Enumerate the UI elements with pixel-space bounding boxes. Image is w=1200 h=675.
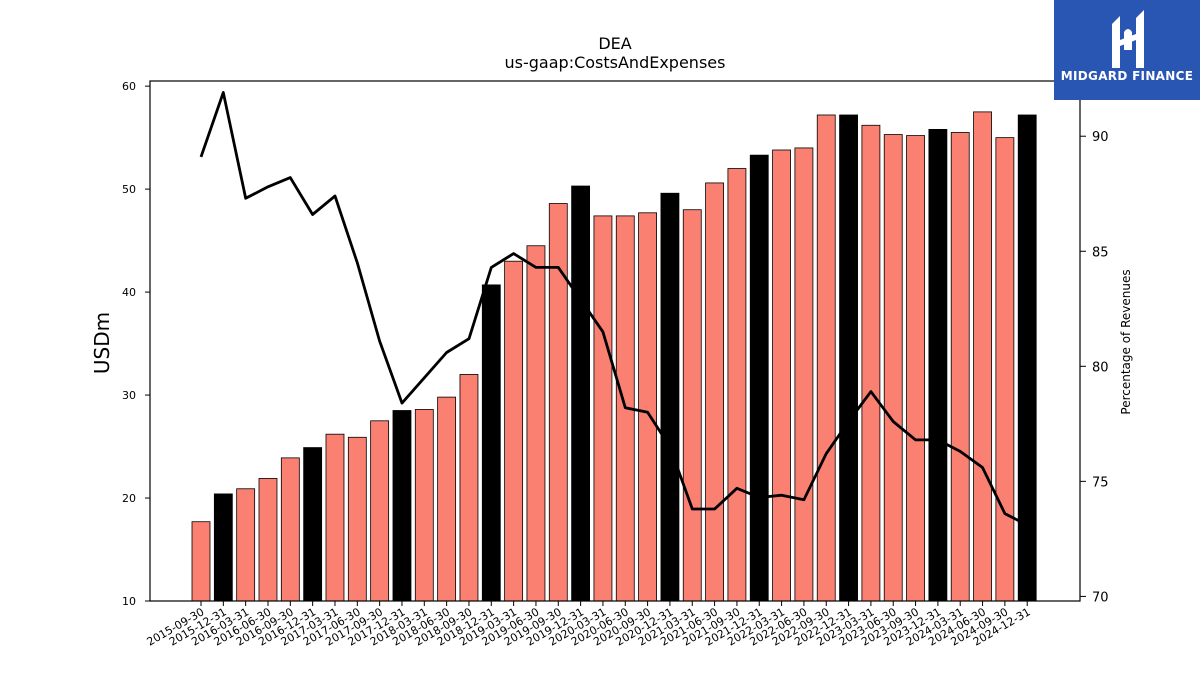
bar <box>749 154 769 602</box>
y-tick-label: 40 <box>122 286 136 299</box>
bar <box>459 374 479 602</box>
y2-tick-label: 80 <box>1092 360 1109 375</box>
y-tick-label: 30 <box>122 389 136 402</box>
bar <box>995 137 1015 602</box>
bar <box>303 447 323 602</box>
bar <box>883 134 903 602</box>
y-tick-label: 60 <box>122 80 136 93</box>
bar <box>236 488 256 602</box>
line-group <box>199 91 1028 527</box>
bar <box>906 135 925 602</box>
bar <box>414 409 434 602</box>
bar <box>481 284 501 602</box>
bar <box>839 114 858 602</box>
y-tick-label: 10 <box>122 595 136 608</box>
bar <box>370 420 390 602</box>
bar <box>950 132 970 602</box>
bar <box>816 114 836 602</box>
y2-tick-label: 85 <box>1092 245 1109 260</box>
y-axis-label: USDm <box>90 312 114 374</box>
bar <box>280 457 300 602</box>
bar <box>526 245 546 602</box>
series-line <box>199 91 1028 527</box>
brand-name: MIDGARD FINANCE <box>1060 69 1194 83</box>
y2-axis-label: Percentage of Revenues <box>1119 269 1133 414</box>
bar <box>437 396 457 602</box>
plot-frame <box>149 80 1081 602</box>
y2-tick-label: 70 <box>1092 590 1109 605</box>
y2-tick-label: 75 <box>1092 475 1109 490</box>
bars-group <box>191 111 1037 602</box>
bar <box>682 209 702 602</box>
y-tick-label: 20 <box>122 492 136 505</box>
bar <box>638 212 657 602</box>
bar <box>191 521 211 602</box>
y2-tick-label: 90 <box>1092 130 1109 145</box>
chart-subtitle: us-gaap:CostsAndExpenses <box>505 53 726 72</box>
bar <box>504 260 524 602</box>
bar <box>325 433 345 602</box>
chart-title: DEA <box>598 34 631 53</box>
bar <box>213 493 233 602</box>
logo-mark-icon <box>1112 10 1144 68</box>
bar <box>1017 114 1037 602</box>
bar <box>861 124 881 602</box>
bar <box>347 436 367 602</box>
bar <box>772 149 791 602</box>
bar <box>660 192 680 602</box>
bar <box>571 185 591 602</box>
bar <box>392 410 412 602</box>
y-tick-label: 50 <box>122 183 136 196</box>
brand-logo: MIDGARD FINANCE <box>1054 0 1200 100</box>
bar <box>727 168 747 602</box>
bar <box>705 182 724 602</box>
bar <box>593 215 613 602</box>
bar <box>258 478 278 602</box>
bar <box>973 111 992 602</box>
bar <box>548 203 568 602</box>
bar <box>794 147 814 602</box>
bar <box>928 128 948 602</box>
